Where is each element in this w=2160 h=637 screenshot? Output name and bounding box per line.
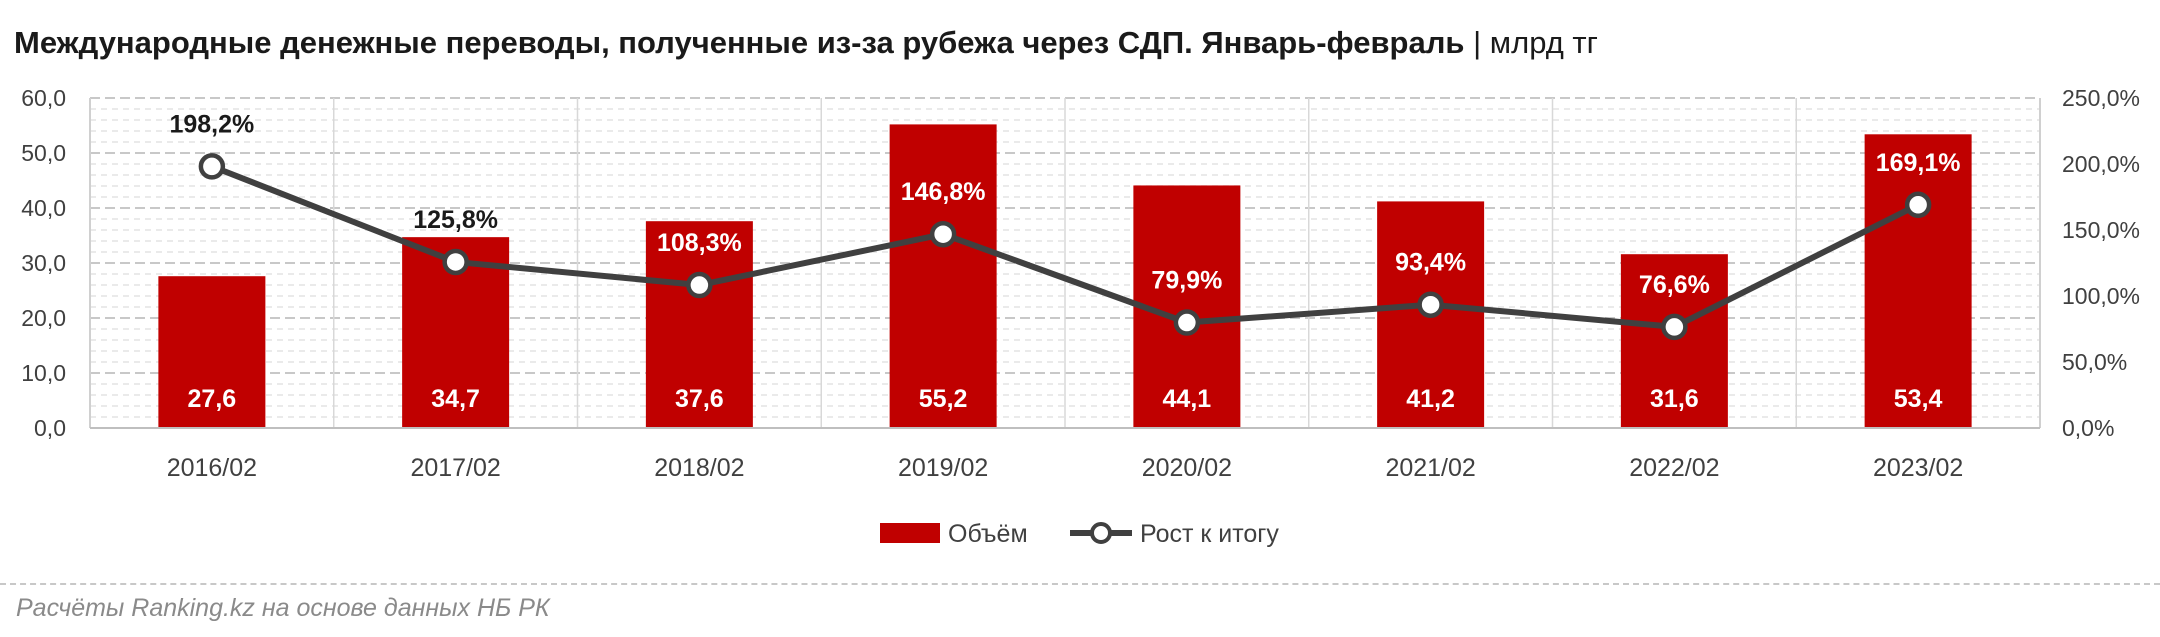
divider bbox=[0, 583, 2160, 585]
bar-data-label: 55,2 bbox=[919, 385, 968, 413]
bar-data-label: 37,6 bbox=[675, 385, 724, 413]
x-tick-label: 2021/02 bbox=[1385, 454, 1475, 482]
line-point bbox=[929, 220, 957, 248]
category-separators bbox=[333, 98, 1797, 428]
y-tick-label-right: 100,0% bbox=[2062, 283, 2140, 309]
line-point bbox=[686, 271, 713, 299]
legend-bar-label: Объём bbox=[948, 520, 1028, 548]
bar-data-label: 53,4 bbox=[1894, 385, 1943, 413]
x-tick-label: 2016/02 bbox=[167, 454, 257, 482]
x-tick-label: 2022/02 bbox=[1629, 454, 1719, 482]
line-data-label: 108,3% bbox=[657, 229, 742, 257]
y-tick-label-left: 10,0 bbox=[21, 360, 66, 386]
line-data-labels: 198,2% 125,8% 108,3% 146,8% 79,9% 93,4% 76,6% 1… bbox=[169, 110, 1960, 299]
line-data-label: 125,8% bbox=[413, 206, 498, 234]
y-tick-label-left: 50,0 bbox=[21, 140, 66, 166]
y-tick-label-right: 0,0% bbox=[2062, 415, 2114, 441]
line-point bbox=[442, 248, 469, 276]
y-tick-label-left: 0,0 bbox=[34, 415, 66, 441]
legend-line-label: Рост к итогу bbox=[1140, 520, 1279, 548]
bar-series bbox=[158, 124, 1972, 429]
line-data-label: 76,6% bbox=[1639, 271, 1710, 299]
bar-data-label: 44,1 bbox=[1163, 385, 1212, 413]
x-tick-label: 2023/02 bbox=[1873, 454, 1963, 482]
line-series bbox=[198, 153, 1932, 341]
line-point bbox=[1417, 291, 1444, 318]
right-axis-ticks: 0,0% 50,0% 100,0% 150,0% 200,0% 250,0% bbox=[2062, 85, 2140, 441]
legend-bar-swatch bbox=[880, 523, 940, 543]
line-data-label: 79,9% bbox=[1151, 267, 1222, 295]
chart-title: Международные денежные переводы, получен… bbox=[14, 18, 1598, 68]
y-tick-label-left: 30,0 bbox=[21, 250, 66, 276]
chart-title-separator: | bbox=[1473, 25, 1482, 60]
x-tick-label: 2020/02 bbox=[1142, 454, 1232, 482]
y-tick-label-right: 50,0% bbox=[2062, 349, 2127, 375]
x-axis-ticks: 2016/02 2017/02 2018/02 2019/02 2020/02 2021/… bbox=[167, 454, 1964, 482]
line-point bbox=[1173, 309, 1201, 336]
bar-data-label: 31,6 bbox=[1650, 385, 1699, 413]
line-data-label: 169,1% bbox=[1876, 149, 1961, 177]
axes bbox=[89, 98, 2041, 429]
source-note: Расчёты Ranking.kz на основе данных НБ Р… bbox=[16, 594, 550, 622]
bar bbox=[1620, 254, 1728, 428]
bar bbox=[889, 124, 997, 429]
x-tick-label: 2019/02 bbox=[898, 454, 988, 482]
bar-data-label: 27,6 bbox=[188, 385, 237, 413]
left-axis-ticks: 0,0 10,0 20,0 30,0 40,0 50,0 60,0 bbox=[21, 85, 66, 441]
line-data-label: 93,4% bbox=[1395, 249, 1466, 277]
bar-data-label: 34,7 bbox=[431, 385, 480, 413]
y-tick-label-left: 40,0 bbox=[21, 195, 66, 221]
bar bbox=[158, 276, 266, 428]
line-point bbox=[198, 153, 226, 180]
legend-line-marker bbox=[1090, 522, 1112, 544]
bar bbox=[645, 221, 753, 428]
x-tick-label: 2018/02 bbox=[654, 454, 744, 482]
chart-title-main: Международные денежные переводы, получен… bbox=[14, 25, 1465, 60]
x-tick-label: 2017/02 bbox=[410, 454, 500, 482]
line-data-label: 146,8% bbox=[901, 178, 986, 206]
chart-unit: млрд тг bbox=[1489, 25, 1598, 60]
line-point bbox=[1661, 313, 1688, 341]
line-data-label: 198,2% bbox=[169, 110, 254, 138]
bar-data-labels: 27,6 34,7 37,6 55,2 44,1 41,2 31,6 53,4 bbox=[188, 385, 1943, 413]
line-point bbox=[1904, 191, 1932, 219]
bar bbox=[1864, 134, 1972, 429]
y-tick-label-right: 150,0% bbox=[2062, 217, 2140, 243]
legend: Объём Рост к итогу bbox=[880, 520, 1279, 548]
y-tick-label-right: 250,0% bbox=[2062, 85, 2140, 111]
bar-data-label: 41,2 bbox=[1406, 385, 1455, 413]
y-tick-label-left: 20,0 bbox=[21, 305, 66, 331]
y-tick-label-right: 200,0% bbox=[2062, 151, 2140, 177]
y-tick-label-left: 60,0 bbox=[21, 85, 66, 111]
line-path bbox=[210, 163, 1920, 330]
